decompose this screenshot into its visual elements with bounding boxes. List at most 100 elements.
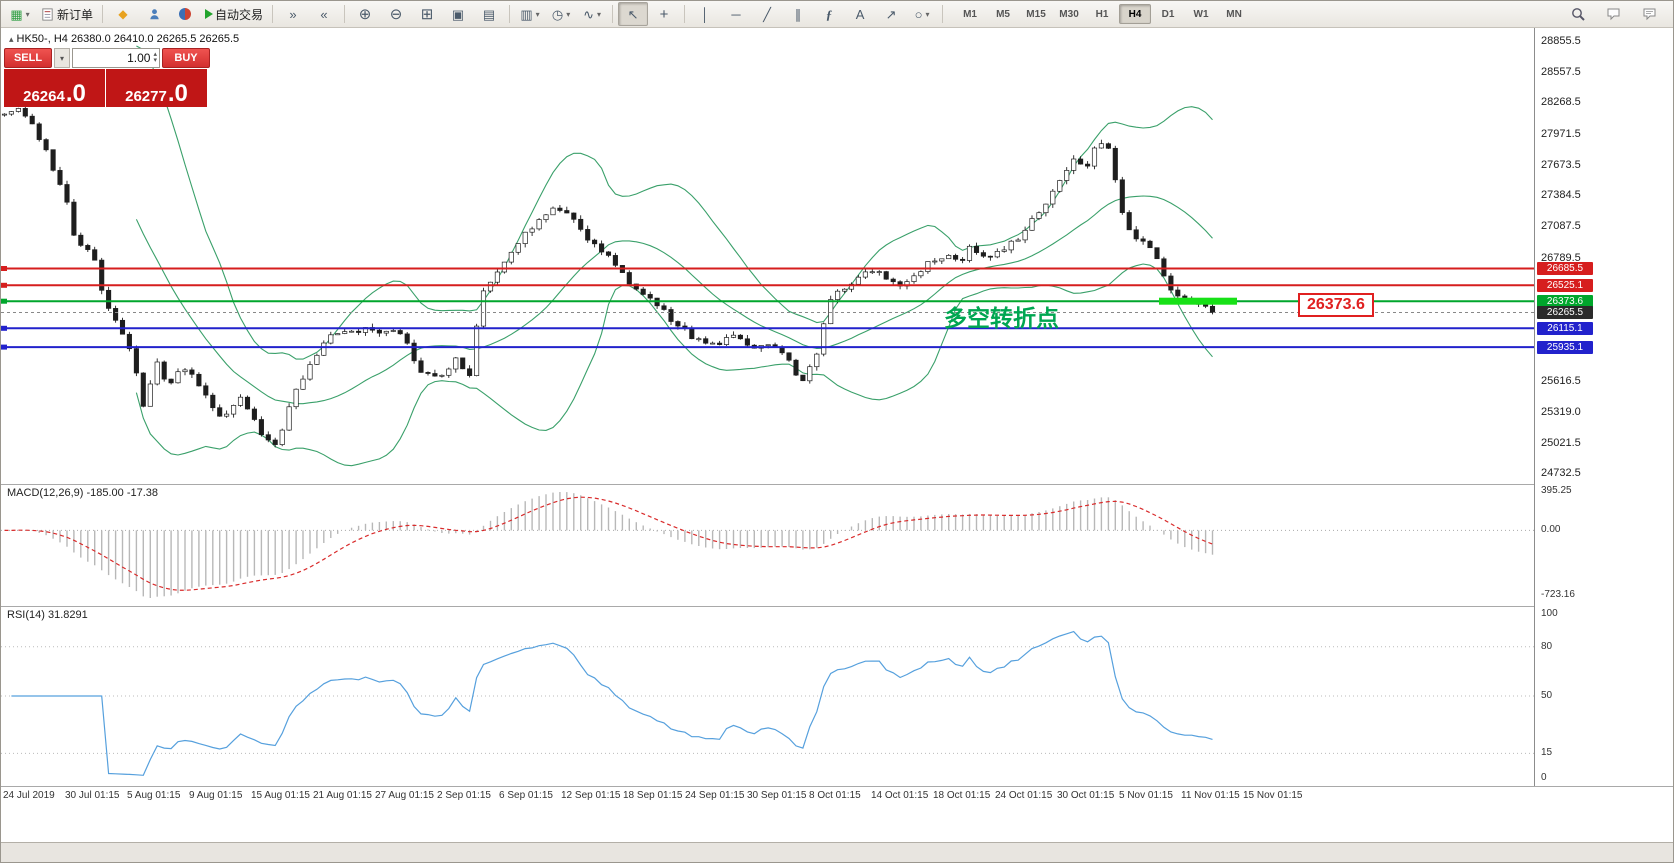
pivot-annotation-text[interactable]: 多空转折点 [944, 306, 1059, 331]
rsi-axis-label: 0 [1541, 772, 1547, 783]
new-chart-button[interactable]: ▦ ▾ [5, 2, 35, 26]
timeframe-m5-button[interactable]: M5 [996, 8, 1010, 20]
chart-shift-button[interactable]: « [309, 2, 339, 26]
price-axis: 28855.5 28557.5 28268.5 27971.5 27673.5 27384… [1534, 28, 1673, 786]
stepper-up-icon[interactable]: ▴ [153, 51, 157, 58]
date-label: 30 Oct 01:15 [1057, 790, 1115, 801]
rsi-pane[interactable] [1, 606, 1534, 786]
order-type-dropdown[interactable]: ▾ [54, 48, 70, 68]
zoom-out-icon: ⊖ [389, 5, 403, 23]
text-tool-button[interactable]: A [845, 2, 875, 26]
periods-button[interactable]: ◷ ▾ [546, 2, 576, 26]
cursor-button[interactable]: ↖ [618, 2, 649, 26]
community-button[interactable] [139, 2, 169, 26]
channel-button[interactable]: ∥ [783, 2, 813, 26]
buy-price-display[interactable]: 26277 .0 [106, 69, 207, 107]
crosshair-button[interactable]: + [649, 2, 679, 26]
volume-stepper[interactable]: ▴ ▾ [153, 51, 157, 64]
date-label: 15 Nov 01:15 [1243, 790, 1303, 801]
chevron-down-icon: ▾ [566, 9, 571, 19]
arrow-tool-button[interactable]: ↗ [876, 2, 906, 26]
toolbar-separator [684, 5, 686, 23]
timeframe-m15-button[interactable]: M15 [1026, 8, 1046, 20]
sell-price-display[interactable]: 26264 .0 [4, 69, 105, 107]
new-order-label: 新订单 [57, 7, 94, 22]
new-order-button[interactable]: 新订单 [36, 2, 97, 26]
market-button[interactable]: ◆ [108, 2, 138, 26]
clock-icon: ◷ [551, 6, 564, 22]
horizontal-line-button[interactable]: ─ [721, 2, 751, 26]
trendline-icon: ╱ [763, 6, 771, 22]
date-label: 14 Oct 01:15 [871, 790, 929, 801]
timeframe-h4-button[interactable]: H4 [1119, 4, 1152, 24]
date-label: 5 Nov 01:15 [1119, 790, 1173, 801]
shapes-button[interactable]: ○ ▾ [907, 2, 937, 26]
macd-indicator-label: MACD(12,26,9) -185.00 -17.38 [7, 487, 158, 499]
chart-shift-icon: « [320, 6, 328, 22]
indicators-button[interactable]: ∿ ▾ [577, 2, 607, 26]
timeframe-h1-button[interactable]: H1 [1095, 8, 1109, 20]
price-tag-26373.6: 26373.6 [1537, 294, 1593, 308]
date-label: 21 Aug 01:15 [313, 790, 372, 801]
price-axis-label: 28855.5 [1541, 34, 1581, 47]
fibonacci-button[interactable]: ƒ [814, 2, 844, 26]
vertical-line-button[interactable]: │ [690, 2, 720, 26]
pane-separator[interactable] [1, 484, 1673, 485]
pane-separator[interactable] [1, 606, 1673, 607]
price-axis-label: 28557.5 [1541, 66, 1581, 79]
timeframe-mn-button[interactable]: MN [1226, 8, 1242, 20]
sell-price-pips: .0 [65, 79, 86, 107]
timeframe-d1-button[interactable]: D1 [1161, 8, 1175, 20]
tile-windows-icon: ⊞ [420, 5, 434, 23]
zoom-out-button[interactable]: ⊖ [381, 2, 411, 26]
volume-input[interactable]: 1.00 ▴ ▾ [72, 48, 160, 68]
auto-scroll-button[interactable]: » [278, 2, 308, 26]
shapes-icon: ○ [914, 6, 923, 22]
arrange-windows-button[interactable]: ▣ [443, 2, 473, 26]
toolbar-separator [272, 5, 274, 23]
chart-area[interactable]: 28855.5 28557.5 28268.5 27971.5 27673.5 27384… [1, 28, 1673, 842]
pane-separator [1, 786, 1673, 787]
zoom-in-button[interactable]: ⊕ [350, 2, 380, 26]
crosshair-icon: + [659, 5, 669, 23]
chat-button[interactable] [1599, 2, 1629, 26]
price-axis-label: 25021.5 [1541, 436, 1581, 449]
price-axis-label: 24732.5 [1541, 467, 1581, 480]
price-axis-label: 25616.5 [1541, 374, 1581, 387]
tile-windows-button[interactable]: ⊞ [412, 2, 442, 26]
rsi-axis-label: 50 [1541, 690, 1553, 701]
sell-button[interactable]: SELL [4, 48, 52, 68]
toolbar-separator [612, 5, 614, 23]
toolbar-right-group [1563, 2, 1671, 26]
price-chart[interactable] [1, 31, 1534, 484]
date-label: 24 Oct 01:15 [995, 790, 1053, 801]
chart-type-button[interactable]: ▥ ▾ [515, 2, 545, 26]
chevron-down-icon: ▾ [596, 9, 601, 19]
stepper-down-icon[interactable]: ▾ [153, 57, 157, 64]
pivot-price-label[interactable]: 26373.6 [1298, 293, 1374, 317]
date-label: 18 Sep 01:15 [623, 790, 683, 801]
one-click-trade-panel: SELL ▾ 1.00 ▴ ▾ BUY 26264 .0 26277 [4, 48, 210, 107]
date-label: 18 Oct 01:15 [933, 790, 991, 801]
search-button[interactable] [1563, 2, 1593, 26]
chevron-down-icon: ▾ [59, 53, 64, 63]
timeframe-m1-button[interactable]: M1 [963, 8, 977, 20]
timeframe-m30-button[interactable]: M30 [1059, 8, 1079, 20]
news-button[interactable] [1635, 2, 1665, 26]
price-axis-label: 27971.5 [1541, 127, 1581, 140]
symbol-ohlc-info: ▴ HK50-, H4 26380.0 26410.0 26265.5 26265… [9, 33, 239, 45]
timeframe-w1-button[interactable]: W1 [1193, 8, 1209, 20]
mql5-button[interactable] [170, 2, 200, 26]
cascade-windows-button[interactable]: ▤ [474, 2, 504, 26]
trendline-button[interactable]: ╱ [752, 2, 782, 26]
autotrading-label: 自动交易 [215, 7, 264, 22]
channel-icon: ∥ [794, 6, 802, 22]
macd-pane[interactable] [1, 484, 1534, 606]
price-axis-label: 28268.5 [1541, 96, 1581, 109]
buy-button[interactable]: BUY [162, 48, 210, 68]
cursor-icon: ↖ [627, 6, 639, 22]
comment-bubble-icon [1642, 6, 1658, 22]
volume-value: 1.00 [127, 51, 151, 65]
autotrading-button[interactable]: 自动交易 [201, 2, 267, 26]
